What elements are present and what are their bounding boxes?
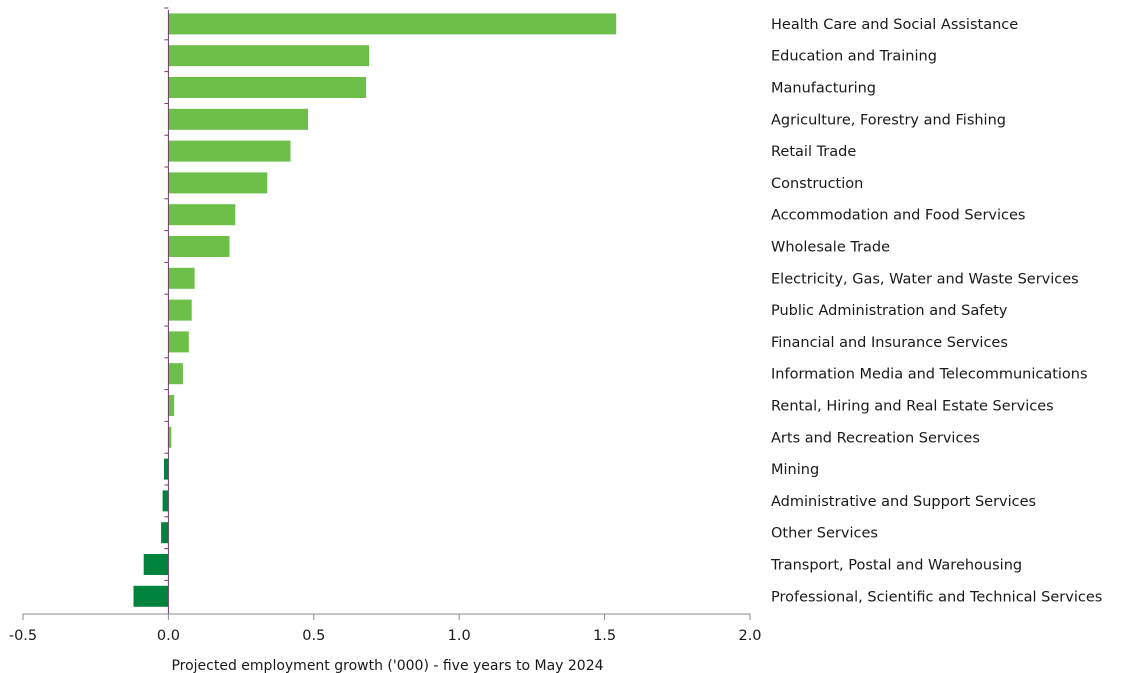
category-label-18: Professional, Scientific and Technical S… xyxy=(771,589,1102,605)
bar-17 xyxy=(143,554,169,575)
category-label-0: Health Care and Social Assistance xyxy=(771,17,1018,33)
bar-9 xyxy=(168,299,192,321)
category-label-7: Wholesale Trade xyxy=(771,240,890,256)
x-ticks-group: -0.5 0.0 0.5 1.0 1.5 2.0 xyxy=(9,614,762,644)
x-tick-label-1: 0.0 xyxy=(157,628,180,644)
bar-10 xyxy=(168,331,189,353)
category-label-14: Mining xyxy=(771,462,819,478)
bars-group xyxy=(133,13,617,607)
bar-4 xyxy=(168,140,291,162)
x-tick-label-5: 2.0 xyxy=(738,628,761,644)
bar-0 xyxy=(168,13,617,35)
category-label-8: Electricity, Gas, Water and Waste Servic… xyxy=(771,271,1079,287)
category-label-12: Rental, Hiring and Real Estate Services xyxy=(771,399,1054,415)
x-tick-label-3: 1.0 xyxy=(448,628,471,644)
category-ticks-group xyxy=(164,7,169,581)
bar-6 xyxy=(168,204,236,226)
category-label-5: Construction xyxy=(771,176,863,192)
category-label-10: Financial and Insurance Services xyxy=(771,335,1008,351)
x-tick-label-0: -0.5 xyxy=(9,628,37,644)
x-axis-title: Projected employment growth ('000) - fiv… xyxy=(171,658,603,673)
category-label-3: Agriculture, Forestry and Fishing xyxy=(771,112,1006,128)
bar-18 xyxy=(133,585,169,607)
category-label-11: Information Media and Telecommunications xyxy=(771,367,1088,383)
category-label-13: Arts and Recreation Services xyxy=(771,430,980,446)
bar-7 xyxy=(168,236,230,257)
category-label-1: Education and Training xyxy=(771,49,937,65)
category-label-4: Retail Trade xyxy=(771,144,856,160)
bar-11 xyxy=(168,363,183,385)
bar-12 xyxy=(168,395,175,416)
bar-5 xyxy=(168,172,268,194)
category-label-9: Public Administration and Safety xyxy=(771,303,1008,319)
category-label-17: Transport, Postal and Warehousing xyxy=(770,558,1022,574)
bar-1 xyxy=(168,45,370,67)
category-labels-group: Health Care and Social Assistance Educati… xyxy=(770,17,1102,605)
bar-13 xyxy=(168,426,172,448)
bar-3 xyxy=(168,108,308,130)
x-tick-label-4: 1.5 xyxy=(593,628,616,644)
category-label-16: Other Services xyxy=(771,526,878,542)
category-label-6: Accommodation and Food Services xyxy=(771,208,1026,224)
bar-2 xyxy=(168,77,367,98)
bar-14 xyxy=(164,458,169,480)
x-tick-label-2: 0.5 xyxy=(302,628,325,644)
bar-16 xyxy=(161,522,169,544)
category-label-2: Manufacturing xyxy=(771,81,876,97)
bar-8 xyxy=(168,267,195,289)
category-label-15: Administrative and Support Services xyxy=(771,494,1036,510)
bar-15 xyxy=(162,490,169,512)
